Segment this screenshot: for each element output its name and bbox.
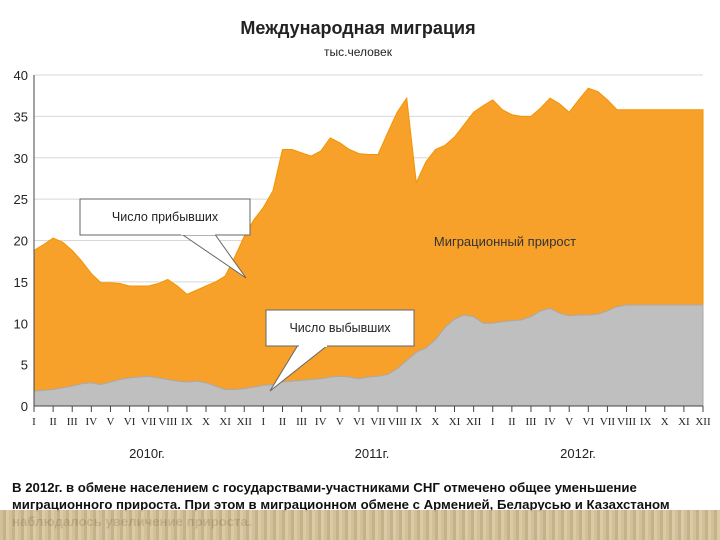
x-tick-label-16: V: [336, 416, 344, 428]
plot-area: [33, 87, 704, 407]
x-tick-label-25: II: [508, 416, 516, 428]
x-tick-label-26: III: [525, 416, 536, 428]
y-tick-label-1: 5: [21, 358, 28, 373]
x-tick-label-17: VI: [353, 416, 365, 428]
y-tick-label-8: 40: [14, 68, 28, 83]
y-tick-label-0: 0: [21, 399, 28, 414]
x-tick-label-9: X: [202, 416, 210, 428]
year-label-0: 2010г.: [129, 446, 165, 461]
x-tick-label-4: V: [106, 416, 114, 428]
x-tick-label-20: IX: [410, 416, 422, 428]
x-tick-label-35: XII: [695, 416, 711, 428]
x-tick-label-5: VI: [124, 416, 136, 428]
x-tick-label-3: IV: [86, 416, 98, 428]
x-tick-label-10: XI: [219, 416, 231, 428]
x-tick-label-22: XI: [449, 416, 461, 428]
chart-subtitle: тыс.человек: [324, 45, 393, 59]
y-tick-label-4: 20: [14, 234, 28, 249]
year-label-2: 2012г.: [560, 446, 596, 461]
y-tick-label-3: 15: [14, 275, 28, 290]
x-tick-label-21: X: [431, 416, 439, 428]
x-tick-label-18: VII: [370, 416, 386, 428]
growth-label: Миграционный прирост: [434, 234, 576, 249]
x-tick-label-34: XI: [678, 416, 690, 428]
y-tick-label-6: 30: [14, 151, 28, 166]
y-tick-label-7: 35: [14, 109, 28, 124]
x-tick-label-32: IX: [640, 416, 652, 428]
departures-callout-joint: [299, 343, 327, 347]
x-tick-label-7: VIII: [158, 416, 177, 428]
departures-callout-box: [265, 309, 415, 347]
x-tick-label-6: VII: [141, 416, 157, 428]
departures-callout-label: Число выбывших: [289, 321, 391, 335]
arrivals-callout-label: Число прибывших: [112, 210, 219, 224]
x-tick-label-24: I: [491, 416, 495, 428]
x-tick-label-28: V: [565, 416, 573, 428]
x-tick-label-23: XII: [466, 416, 482, 428]
x-tick-label-1: II: [49, 416, 57, 428]
x-axis: I II III IV V VI VII VIII IX X XI XII I II III IV V VI VII…: [32, 405, 711, 461]
arrivals-callout-box: [79, 198, 251, 236]
decorative-strip: [0, 510, 720, 540]
y-tick-label-2: 10: [14, 316, 28, 331]
x-tick-label-33: X: [661, 416, 669, 428]
x-tick-label-30: VII: [600, 416, 616, 428]
x-tick-label-31: VIII: [617, 416, 636, 428]
year-label-1: 2011г.: [355, 446, 390, 461]
x-tick-label-8: IX: [181, 416, 193, 428]
x-tick-label-15: IV: [315, 416, 327, 428]
y-axis: 0 5 10 15 20 25 30 35 40: [14, 68, 35, 414]
chart-title: Международная миграция: [240, 18, 475, 38]
x-tick-label-12: I: [262, 416, 266, 428]
migration-chart: Международная миграция тыс.человек 0 5 10 1…: [14, 18, 711, 461]
x-tick-label-19: VIII: [388, 416, 407, 428]
y-tick-label-5: 25: [14, 192, 28, 207]
x-tick-label-0: I: [32, 416, 36, 428]
x-tick-label-13: II: [279, 416, 287, 428]
x-tick-label-29: VI: [583, 416, 595, 428]
x-tick-label-14: III: [296, 416, 307, 428]
x-tick-label-2: III: [67, 416, 78, 428]
x-tick-label-11: XII: [237, 416, 253, 428]
arrivals-callout-joint: [181, 231, 215, 235]
area-departures: [33, 304, 704, 407]
x-tick-label-27: IV: [544, 416, 556, 428]
callouts: Число прибывших Число выбывших Миграционны…: [79, 198, 576, 392]
